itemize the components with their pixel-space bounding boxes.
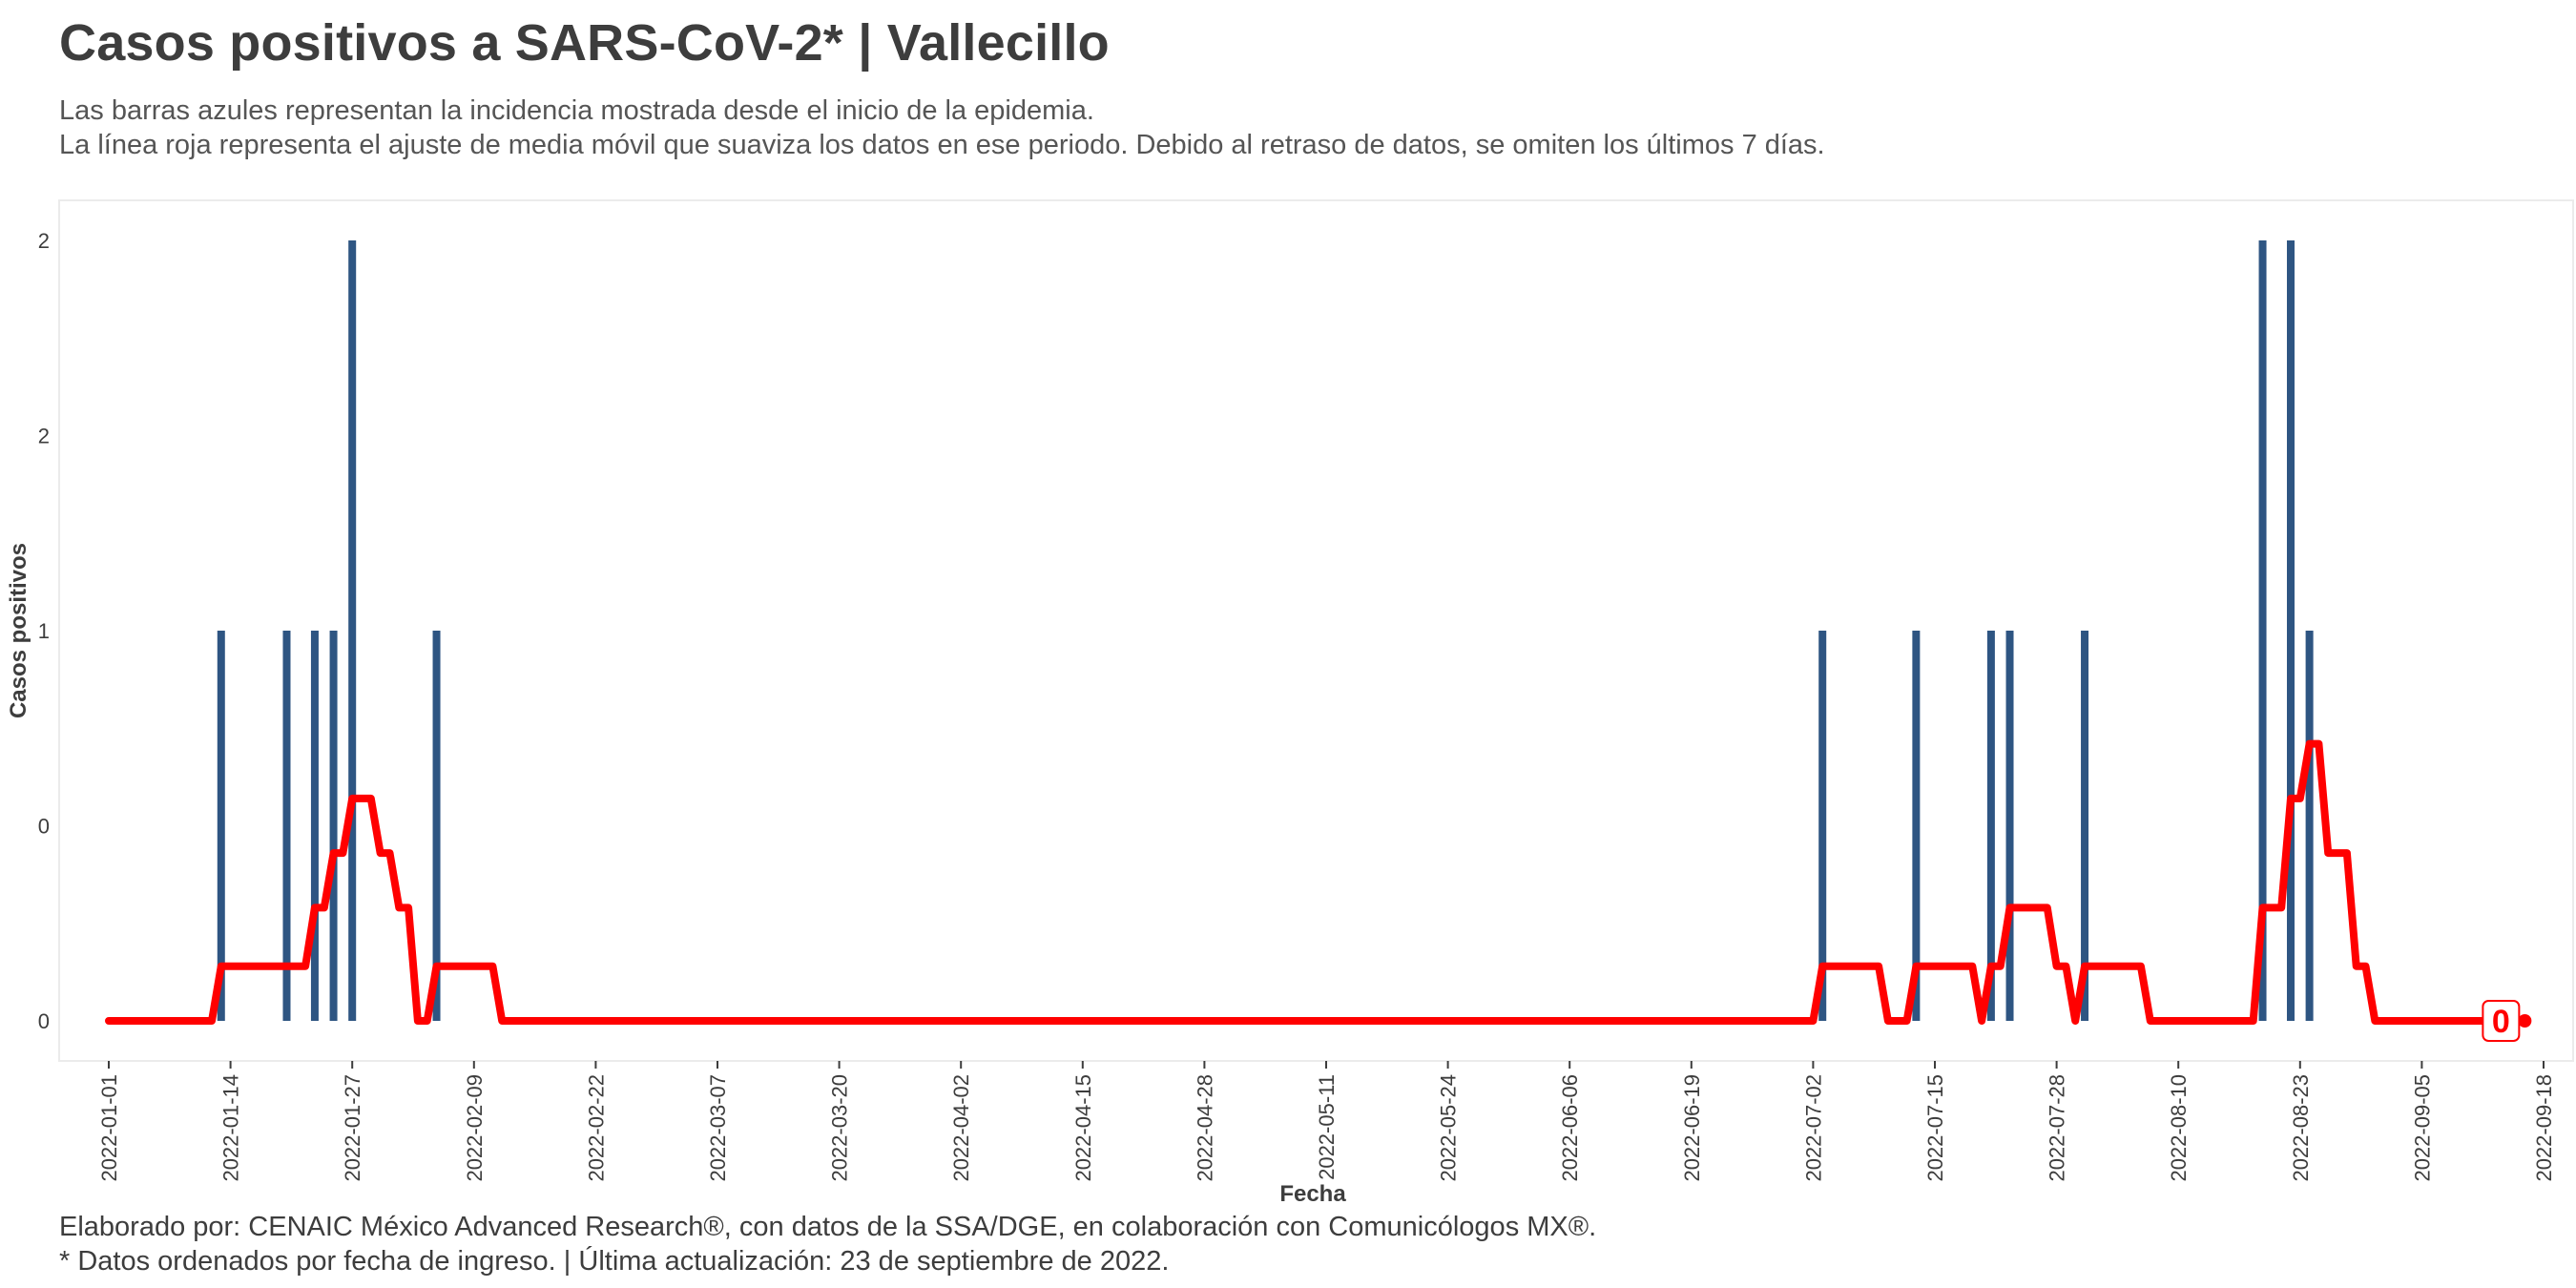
subtitle-line-1: Las barras azules representan la inciden… bbox=[59, 95, 1094, 126]
x-tick-label: 2022-02-22 bbox=[584, 1074, 608, 1182]
bar bbox=[432, 631, 441, 1021]
chart-caption: Elaborado por: CENAIC México Advanced Re… bbox=[59, 1210, 1596, 1278]
bar bbox=[2005, 631, 2014, 1021]
y-tick-label: 2 bbox=[38, 229, 50, 253]
x-tick-label: 2022-01-27 bbox=[341, 1074, 364, 1182]
bars-layer bbox=[217, 240, 2314, 1021]
end-label-text: 0 bbox=[2492, 1004, 2510, 1040]
bar bbox=[2258, 240, 2267, 1021]
x-tick-label: 2022-07-15 bbox=[1923, 1074, 1947, 1182]
bar bbox=[1912, 631, 1921, 1021]
y-axis: 0 0 1 2 2 bbox=[38, 229, 50, 1033]
moving-average-line bbox=[105, 739, 2529, 1025]
x-tick-label: 2022-01-14 bbox=[219, 1074, 243, 1182]
x-tick-label: 2022-04-02 bbox=[949, 1074, 973, 1182]
line-layer bbox=[105, 739, 2532, 1028]
bar bbox=[348, 240, 357, 1021]
x-tick-label: 2022-05-11 bbox=[1315, 1074, 1339, 1180]
x-tick-label: 2022-06-19 bbox=[1680, 1074, 1704, 1182]
y-tick-label: 2 bbox=[38, 425, 50, 448]
chart-title: Casos positivos a SARS-CoV-2* | Vallecil… bbox=[59, 14, 1110, 72]
bar bbox=[1818, 631, 1827, 1021]
y-tick-label: 0 bbox=[38, 815, 50, 839]
x-tick-label: 2022-06-06 bbox=[1558, 1074, 1582, 1182]
x-tick-label: 2022-02-09 bbox=[463, 1074, 487, 1182]
end-value-label: 0 bbox=[2482, 1000, 2521, 1042]
bar bbox=[1986, 631, 1995, 1021]
x-tick-label: 2022-09-18 bbox=[2532, 1074, 2556, 1182]
y-axis-title: Casos positivos bbox=[6, 543, 31, 718]
bar bbox=[217, 631, 225, 1021]
x-tick-label: 2022-07-02 bbox=[1801, 1074, 1825, 1182]
y-tick-label: 1 bbox=[38, 619, 50, 643]
x-tick-label: 2022-04-28 bbox=[1193, 1074, 1216, 1182]
x-axis: 2022-01-01 2022-01-14 2022-01-27 2022-02-09… bbox=[97, 1061, 2556, 1182]
x-tick-label: 2022-05-24 bbox=[1437, 1074, 1461, 1182]
y-tick-label: 0 bbox=[38, 1009, 50, 1033]
x-axis-title: Fecha bbox=[1279, 1181, 1346, 1207]
x-tick-label: 2022-03-07 bbox=[706, 1074, 730, 1182]
chart-subtitle: Las barras azules representan la inciden… bbox=[59, 93, 1825, 162]
x-tick-label: 2022-01-01 bbox=[97, 1074, 121, 1182]
x-tick-label: 2022-07-28 bbox=[2046, 1074, 2069, 1182]
x-tick-label: 2022-08-23 bbox=[2289, 1074, 2313, 1182]
plot-panel bbox=[58, 199, 2574, 1062]
x-tick-label: 2022-08-10 bbox=[2167, 1074, 2191, 1182]
bar bbox=[329, 631, 338, 1021]
bar bbox=[310, 631, 319, 1021]
x-tick-label: 2022-04-15 bbox=[1071, 1074, 1095, 1182]
subtitle-line-2: La línea roja representa el ajuste de me… bbox=[59, 130, 1825, 160]
bar bbox=[282, 631, 291, 1021]
bar bbox=[2081, 631, 2089, 1021]
caption-line-2: * Datos ordenados por fecha de ingreso. … bbox=[59, 1246, 1170, 1277]
x-tick-label: 2022-09-05 bbox=[2410, 1074, 2434, 1182]
end-label-box bbox=[2482, 1000, 2521, 1042]
bar bbox=[2305, 631, 2314, 1021]
bar bbox=[2286, 240, 2295, 1021]
moving-average-end-point bbox=[2518, 1014, 2532, 1028]
x-tick-label: 2022-03-20 bbox=[828, 1074, 852, 1182]
caption-line-1: Elaborado por: CENAIC México Advanced Re… bbox=[59, 1212, 1597, 1242]
